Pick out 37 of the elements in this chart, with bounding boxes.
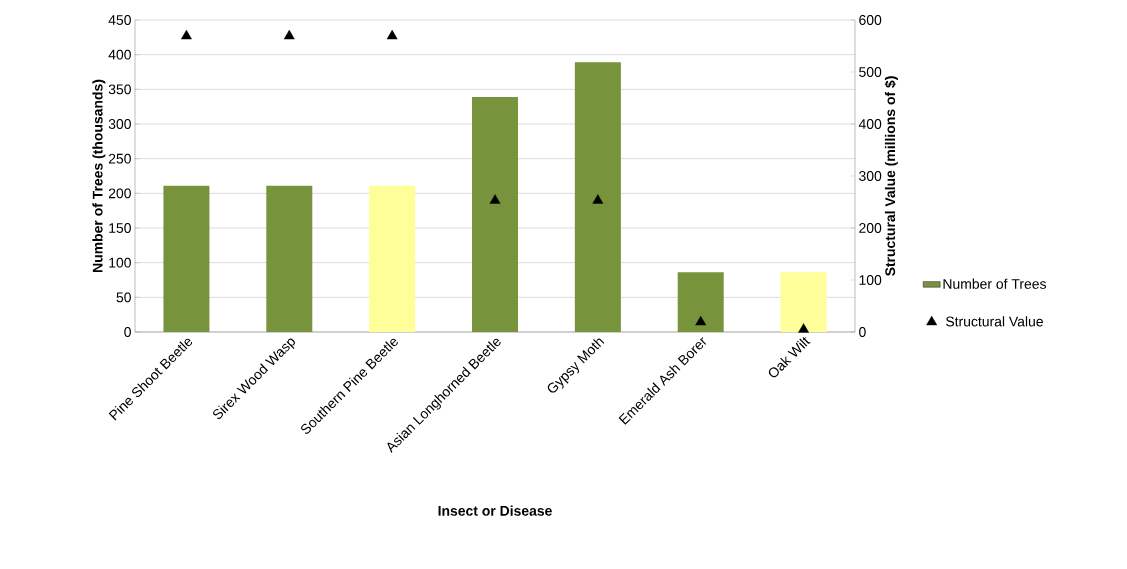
y-tick-label: 150 bbox=[109, 223, 131, 233]
point bbox=[283, 29, 295, 40]
y2-tick-label: 400 bbox=[858, 119, 882, 129]
point bbox=[695, 315, 707, 326]
y2-axis-title: Structural Value (millions of $) bbox=[884, 76, 898, 276]
y2-tick-label: 600 bbox=[859, 15, 882, 25]
y-tick-label: 250 bbox=[108, 153, 131, 164]
bar bbox=[163, 185, 210, 332]
y-tick-label: 100 bbox=[109, 257, 131, 268]
x-axis-title: Insect or Disease bbox=[438, 505, 552, 516]
point bbox=[592, 194, 604, 204]
y-tick-label: 50 bbox=[116, 292, 131, 303]
legend-label: Number of Trees bbox=[943, 278, 1047, 289]
y2-tick-label: 500 bbox=[859, 67, 882, 77]
bar bbox=[677, 272, 724, 332]
point bbox=[181, 29, 192, 40]
y-tick-label: 300 bbox=[108, 119, 131, 129]
bar bbox=[574, 62, 621, 332]
point bbox=[798, 323, 809, 333]
y2-tick-label: 100 bbox=[859, 275, 882, 285]
y-tick-label: 400 bbox=[108, 49, 131, 60]
y-tick-label: 200 bbox=[108, 188, 131, 199]
legend-label: Structural Value bbox=[946, 316, 1043, 327]
y2-tick-label: 300 bbox=[859, 171, 882, 181]
bar bbox=[266, 185, 313, 332]
point bbox=[386, 29, 398, 40]
bar bbox=[472, 96, 518, 332]
y2-tick-label: 0 bbox=[859, 327, 866, 337]
y-axis-title: Number of Trees (thousands) bbox=[92, 79, 106, 272]
y-tick-label: 350 bbox=[108, 84, 131, 95]
x-tick-label: Oak Wilt bbox=[768, 337, 811, 378]
bar bbox=[369, 185, 416, 332]
y2-tick-label: 200 bbox=[859, 223, 882, 233]
point bbox=[489, 194, 501, 204]
y-tick-label: 0 bbox=[124, 327, 131, 337]
y-tick-label: 450 bbox=[108, 15, 131, 25]
bar bbox=[780, 272, 827, 332]
